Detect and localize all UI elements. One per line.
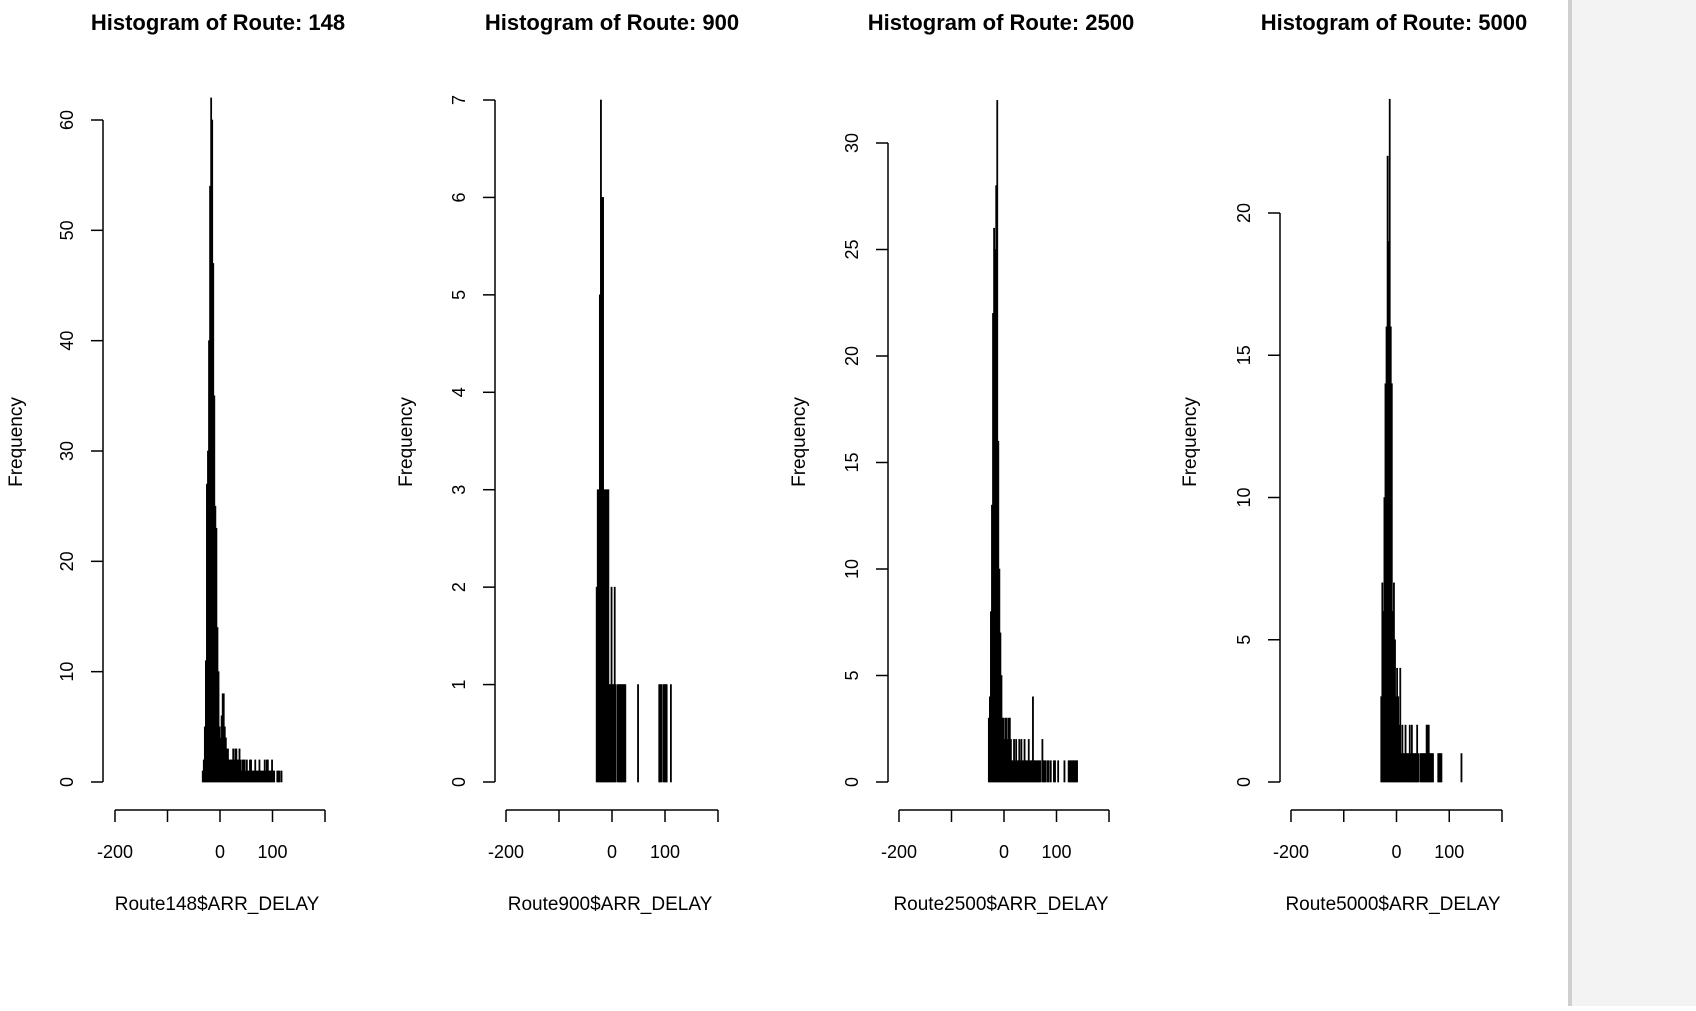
histogram-bar [637,684,639,783]
y-tick-label: 30 [57,441,77,461]
y-tick-label: 25 [842,239,862,259]
histogram-bar [1460,753,1463,783]
y-tick-label: 50 [57,220,77,240]
x-axis-label: Route5000$ARR_DELAY [1285,894,1500,915]
y-tick-label: 5 [449,290,469,300]
x-axis-label: Route900$ARR_DELAY [508,894,713,915]
y-tick-label: 7 [449,95,469,105]
y-tick-label: 40 [57,331,77,351]
y-tick-label: 10 [1234,487,1254,507]
x-tick-label: 0 [607,842,617,862]
y-axis-label: Frequency [789,397,810,487]
histogram-bar [1032,696,1034,783]
y-tick-label: 1 [449,680,469,690]
histogram-bar [665,684,668,783]
chart-title: Histogram of Route: 148 [91,10,345,35]
y-tick-label: 0 [842,777,862,787]
x-axis-label: Route2500$ARR_DELAY [893,894,1108,915]
histogram-panels: Histogram of Route: 148-200 0 100010203040… [6,10,1528,915]
y-tick-label: 10 [842,559,862,579]
histogram-bar [1057,760,1060,783]
histogram-bar [1432,753,1434,783]
y-tick-label: 0 [57,777,77,787]
chart-title: Histogram of Route: 900 [485,10,739,35]
y-tick-label: 20 [1234,203,1254,223]
x-axis-label: Route148$ARR_DELAY [115,894,320,915]
y-tick-label: 0 [1234,777,1254,787]
x-tick-label: -200 [488,842,524,862]
histogram-bar [624,684,627,783]
chart-title: Histogram of Route: 5000 [1261,10,1528,35]
x-tick-label: 0 [1391,842,1401,862]
scrollbar-track[interactable] [1568,0,1696,1006]
histogram-bar [660,684,663,783]
y-tick-label: 3 [449,485,469,495]
histogram-bar [1076,760,1078,783]
histogram-bar [278,770,281,783]
histogram-bar [1047,760,1050,783]
histogram-bar [1440,753,1443,783]
y-tick-label: 6 [449,192,469,202]
scrollbar-thumb[interactable] [1568,0,1572,1006]
x-tick-label: 100 [1434,842,1464,862]
x-tick-label: 100 [1041,842,1071,862]
x-tick-label: 100 [257,842,287,862]
x-tick-label: 0 [215,842,225,862]
x-tick-label: 100 [650,842,680,862]
histogram-bar [614,684,617,783]
y-tick-label: 2 [449,582,469,592]
y-tick-label: 10 [57,662,77,682]
y-tick-label: 5 [1234,635,1254,645]
histogram-bar [1054,760,1056,783]
y-tick-label: 60 [57,110,77,130]
figure: Histogram of Route: 148 -200 0 100 0 10 20 30 40… [6,10,1528,915]
y-tick-label: 5 [842,670,862,680]
y-axis-label: Frequency [396,397,417,487]
y-tick-label: 20 [842,346,862,366]
chart-title: Histogram of Route: 2500 [868,10,1135,35]
y-tick-label: 30 [842,133,862,153]
histogram-bar [1399,667,1402,783]
y-axis-label: Frequency [1180,397,1201,487]
histogram-bar [1390,383,1393,783]
y-tick-label: 15 [842,452,862,472]
histogram-bar [1039,760,1042,783]
histogram-bar [1417,753,1420,783]
x-tick-label: -200 [97,842,133,862]
histogram-bar [1044,760,1047,783]
x-tick-label: 0 [999,842,1009,862]
y-tick-label: 20 [57,551,77,571]
y-tick-label: 4 [449,387,469,397]
y-tick-label: 0 [449,777,469,787]
histogram-bar [280,770,283,783]
histogram-bar [273,770,276,783]
histogram-bar [1063,760,1066,783]
histogram-bar [1049,760,1052,783]
histogram-bar [607,489,610,783]
y-tick-label: 15 [1234,345,1254,365]
y-axis-label: Frequency [6,397,27,487]
x-tick-label: -200 [1273,842,1309,862]
histogram-bar [669,684,672,783]
x-tick-label: -200 [881,842,917,862]
